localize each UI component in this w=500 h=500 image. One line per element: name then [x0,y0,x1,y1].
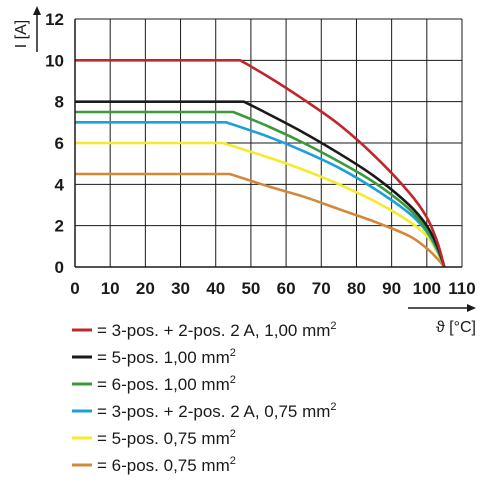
y-tick-label: 12 [45,10,64,29]
legend-label: = 3-pos. + 2-pos. 2 A, 1,00 mm2 [97,320,337,340]
x-tick-label: 10 [101,279,120,298]
series-line [75,100,446,268]
legend-entry: = 6-pos. 0,75 mm2 [72,455,236,475]
legend-entry: = 3-pos. + 2-pos. 2 A, 0,75 mm2 [72,401,337,421]
legend-entry: = 6-pos. 1,00 mm2 [72,374,236,394]
chart-axis-labels: I [A] ϑ [°C] [13,20,476,336]
y-tick-label: 2 [55,217,64,236]
legend-label: = 5-pos. 0,75 mm2 [97,428,236,448]
chart-ticks: 0 10 20 30 40 50 60 70 80 90 100 110 0 2 4 6 8 10 12 [45,10,476,298]
x-tick-label: 70 [312,279,331,298]
x-tick-label: 100 [413,279,441,298]
y-tick-label: 4 [55,175,65,194]
y-axis-arrowhead [33,6,41,15]
legend-label: = 6-pos. 0,75 mm2 [97,455,236,475]
x-tick-label: 90 [382,279,401,298]
x-tick-label: 40 [206,279,225,298]
y-tick-label: 10 [45,51,64,70]
x-tick-label: 80 [347,279,366,298]
series-line [75,110,446,268]
x-axis-label: ϑ [°C] [436,319,476,336]
x-axis-arrowhead [467,304,476,312]
chart-series [75,59,446,268]
chart-axes [33,6,476,312]
series-line [75,141,446,268]
x-tick-label: 60 [277,279,296,298]
legend-label: = 6-pos. 1,00 mm2 [97,374,236,394]
series-line [75,59,446,268]
y-axis-label: I [A] [13,20,30,48]
x-tick-label: 50 [241,279,260,298]
y-tick-label: 6 [55,134,64,153]
legend-entry: = 3-pos. + 2-pos. 2 A, 1,00 mm2 [72,320,337,340]
legend-label: = 5-pos. 1,00 mm2 [97,347,236,367]
y-tick-label: 8 [55,93,64,112]
x-tick-label: 110 [448,279,475,298]
legend-entry: = 5-pos. 0,75 mm2 [72,428,236,448]
legend-label: = 3-pos. + 2-pos. 2 A, 0,75 mm2 [97,401,337,421]
x-tick-label: 20 [136,279,155,298]
x-tick-label: 0 [70,279,79,298]
chart-legend: = 3-pos. + 2-pos. 2 A, 1,00 mm2 = 5-pos. … [72,320,337,475]
y-tick-label: 0 [55,258,64,277]
x-tick-label: 30 [171,279,190,298]
series-line [75,172,446,268]
legend-entry: = 5-pos. 1,00 mm2 [72,347,236,367]
